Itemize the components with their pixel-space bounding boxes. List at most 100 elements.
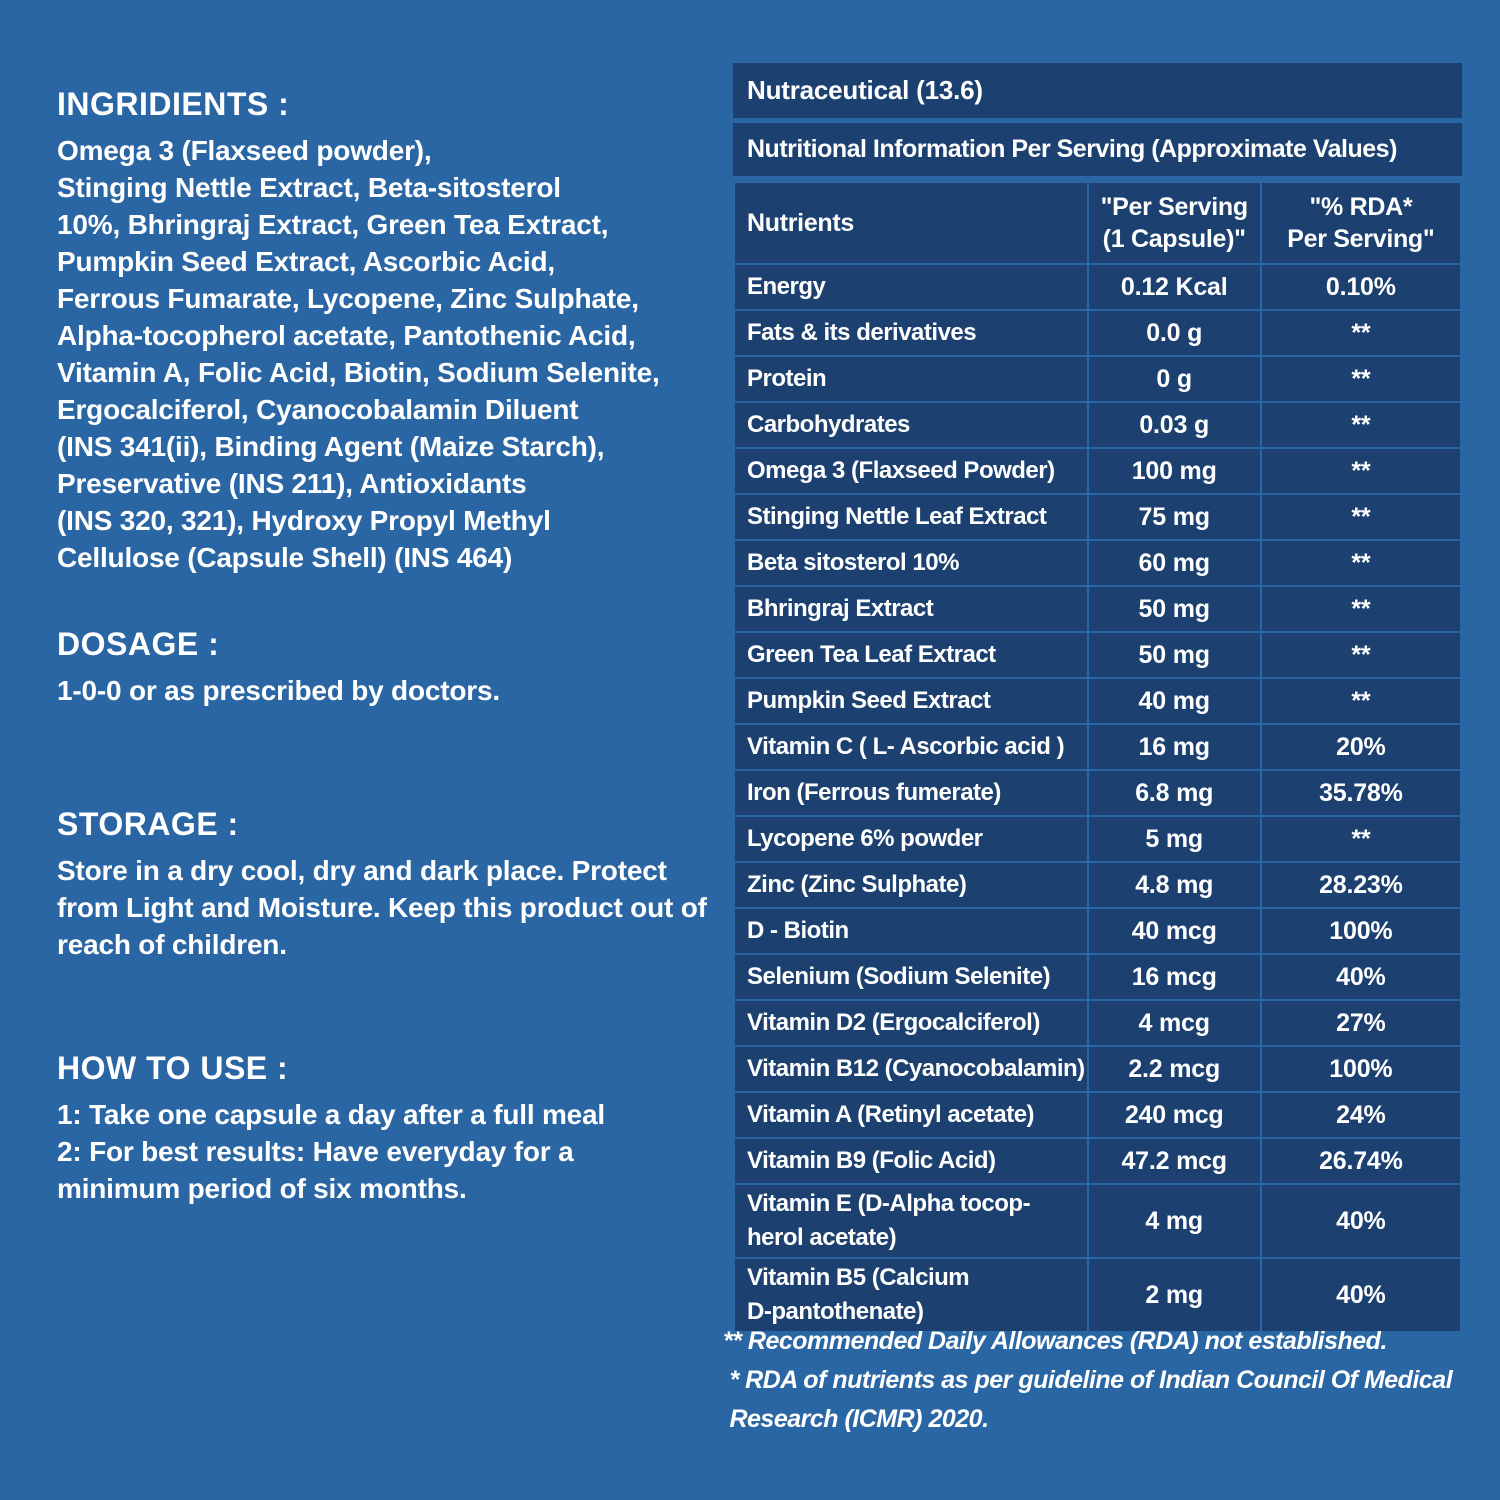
column-header-nutrients: Nutrients xyxy=(735,183,1087,263)
rda-cell: ** xyxy=(1261,357,1460,401)
nutrient-cell: Bhringraj Extract xyxy=(735,587,1087,631)
per-serving-cell: 240 mcg xyxy=(1088,1093,1260,1137)
per-serving-cell: 40 mcg xyxy=(1088,909,1260,953)
table-row: Vitamin B5 (Calcium D-pantothenate) 2 mg… xyxy=(735,1259,1460,1331)
per-serving-cell: 47.2 mcg xyxy=(1088,1139,1260,1183)
rda-cell: ** xyxy=(1261,403,1460,447)
table-row: Vitamin E (D-Alpha tocop- herol acetate)… xyxy=(735,1185,1460,1257)
per-serving-cell: 50 mg xyxy=(1088,633,1260,677)
rda-cell: 100% xyxy=(1261,909,1460,953)
table-row: Stinging Nettle Leaf Extract 75 mg ** xyxy=(735,495,1460,539)
nutrient-cell: Green Tea Leaf Extract xyxy=(735,633,1087,677)
table-row: Zinc (Zinc Sulphate) 4.8 mg 28.23% xyxy=(735,863,1460,907)
rda-footnotes: ** Recommended Daily Allowances (RDA) no… xyxy=(723,1327,1453,1433)
table-row: Bhringraj Extract 50 mg ** xyxy=(735,587,1460,631)
per-serving-cell: 4.8 mg xyxy=(1088,863,1260,907)
per-serving-cell: 4 mcg xyxy=(1088,1001,1260,1045)
rda-cell: 20% xyxy=(1261,725,1460,769)
how-to-use-heading: HOW TO USE : xyxy=(57,1050,289,1086)
per-serving-cell: 2.2 mcg xyxy=(1088,1047,1260,1091)
rda-cell: ** xyxy=(1261,541,1460,585)
nutrient-cell: Energy xyxy=(735,265,1087,309)
rda-cell: 40% xyxy=(1261,1185,1460,1257)
table-header-row: Nutrients "Per Serving (1 Capsule)" "% R… xyxy=(735,183,1460,263)
rda-cell: 40% xyxy=(1261,955,1460,999)
table-row: Lycopene 6% powder 5 mg ** xyxy=(735,817,1460,861)
table-row: D - Biotin 40 mcg 100% xyxy=(735,909,1460,953)
nutrient-cell: Vitamin E (D-Alpha tocop- herol acetate) xyxy=(735,1185,1087,1257)
per-serving-cell: 60 mg xyxy=(1088,541,1260,585)
nutrient-cell: Vitamin B12 (Cyanocobalamin) xyxy=(735,1047,1087,1091)
nutrition-table-body: Energy 0.12 Kcal 0.10% Fats & its deriva… xyxy=(735,265,1460,1331)
column-header-rda: "% RDA* Per Serving" xyxy=(1261,183,1460,263)
ingredients-heading: INGRIDIENTS : xyxy=(57,86,290,122)
dosage-heading: DOSAGE : xyxy=(57,626,220,662)
table-row: Beta sitosterol 10% 60 mg ** xyxy=(735,541,1460,585)
nutrient-cell: Vitamin B9 (Folic Acid) xyxy=(735,1139,1087,1183)
table-row: Green Tea Leaf Extract 50 mg ** xyxy=(735,633,1460,677)
rda-cell: ** xyxy=(1261,679,1460,723)
table-row: Carbohydrates 0.03 g ** xyxy=(735,403,1460,447)
table-subtitle: Nutritional Information Per Serving (App… xyxy=(733,123,1462,176)
nutrient-cell: Iron (Ferrous fumerate) xyxy=(735,771,1087,815)
dosage-section: DOSAGE : 1-0-0 or as prescribed by docto… xyxy=(57,626,717,709)
rda-cell: 40% xyxy=(1261,1259,1460,1331)
nutrient-cell: Selenium (Sodium Selenite) xyxy=(735,955,1087,999)
nutrient-cell: Fats & its derivatives xyxy=(735,311,1087,355)
per-serving-cell: 5 mg xyxy=(1088,817,1260,861)
per-serving-cell: 16 mg xyxy=(1088,725,1260,769)
per-serving-cell: 6.8 mg xyxy=(1088,771,1260,815)
table-row: Selenium (Sodium Selenite) 16 mcg 40% xyxy=(735,955,1460,999)
rda-cell: 100% xyxy=(1261,1047,1460,1091)
per-serving-cell: 4 mg xyxy=(1088,1185,1260,1257)
rda-cell: 26.74% xyxy=(1261,1139,1460,1183)
rda-cell: 28.23% xyxy=(1261,863,1460,907)
per-serving-cell: 100 mg xyxy=(1088,449,1260,493)
table-row: Iron (Ferrous fumerate) 6.8 mg 35.78% xyxy=(735,771,1460,815)
per-serving-cell: 0.0 g xyxy=(1088,311,1260,355)
per-serving-cell: 0.03 g xyxy=(1088,403,1260,447)
nutrient-cell: Beta sitosterol 10% xyxy=(735,541,1087,585)
nutrient-cell: Vitamin B5 (Calcium D-pantothenate) xyxy=(735,1259,1087,1331)
how-to-use-section: HOW TO USE : 1: Take one capsule a day a… xyxy=(57,1050,717,1207)
rda-cell: ** xyxy=(1261,817,1460,861)
rda-cell: ** xyxy=(1261,311,1460,355)
table-row: Fats & its derivatives 0.0 g ** xyxy=(735,311,1460,355)
rda-cell: ** xyxy=(1261,495,1460,539)
table-row: Protein 0 g ** xyxy=(735,357,1460,401)
nutrient-cell: Stinging Nettle Leaf Extract xyxy=(735,495,1087,539)
rda-cell: 24% xyxy=(1261,1093,1460,1137)
nutrition-table: Nutraceutical (13.6) Nutritional Informa… xyxy=(733,63,1462,1333)
nutrient-cell: Lycopene 6% powder xyxy=(735,817,1087,861)
storage-text: Store in a dry cool, dry and dark place.… xyxy=(57,855,707,960)
dosage-text: 1-0-0 or as prescribed by doctors. xyxy=(57,675,500,706)
per-serving-cell: 0 g xyxy=(1088,357,1260,401)
rda-cell: 0.10% xyxy=(1261,265,1460,309)
table-title: Nutraceutical (13.6) xyxy=(733,63,1462,118)
per-serving-cell: 2 mg xyxy=(1088,1259,1260,1331)
table-row: Vitamin B9 (Folic Acid) 47.2 mcg 26.74% xyxy=(735,1139,1460,1183)
rda-cell: 27% xyxy=(1261,1001,1460,1045)
rda-cell: ** xyxy=(1261,633,1460,677)
nutrient-cell: Omega 3 (Flaxseed Powder) xyxy=(735,449,1087,493)
nutrient-cell: Zinc (Zinc Sulphate) xyxy=(735,863,1087,907)
nutrient-cell: D - Biotin xyxy=(735,909,1087,953)
table-row: Pumpkin Seed Extract 40 mg ** xyxy=(735,679,1460,723)
nutrient-cell: Vitamin C ( L- Ascorbic acid ) xyxy=(735,725,1087,769)
ingredients-section: INGRIDIENTS : Omega 3 (Flaxseed powder),… xyxy=(57,86,717,576)
per-serving-cell: 50 mg xyxy=(1088,587,1260,631)
storage-heading: STORAGE : xyxy=(57,806,239,842)
how-to-use-text: 1: Take one capsule a day after a full m… xyxy=(57,1099,605,1204)
nutrient-cell: Carbohydrates xyxy=(735,403,1087,447)
table-row: Vitamin C ( L- Ascorbic acid ) 16 mg 20% xyxy=(735,725,1460,769)
table-row: Energy 0.12 Kcal 0.10% xyxy=(735,265,1460,309)
rda-cell: 35.78% xyxy=(1261,771,1460,815)
nutrient-cell: Vitamin A (Retinyl acetate) xyxy=(735,1093,1087,1137)
per-serving-cell: 16 mcg xyxy=(1088,955,1260,999)
column-header-per-serving: "Per Serving (1 Capsule)" xyxy=(1088,183,1260,263)
per-serving-cell: 75 mg xyxy=(1088,495,1260,539)
table-row: Vitamin D2 (Ergocalciferol) 4 mcg 27% xyxy=(735,1001,1460,1045)
nutrient-cell: Vitamin D2 (Ergocalciferol) xyxy=(735,1001,1087,1045)
table-row: Vitamin B12 (Cyanocobalamin) 2.2 mcg 100… xyxy=(735,1047,1460,1091)
table-row: Vitamin A (Retinyl acetate) 240 mcg 24% xyxy=(735,1093,1460,1137)
